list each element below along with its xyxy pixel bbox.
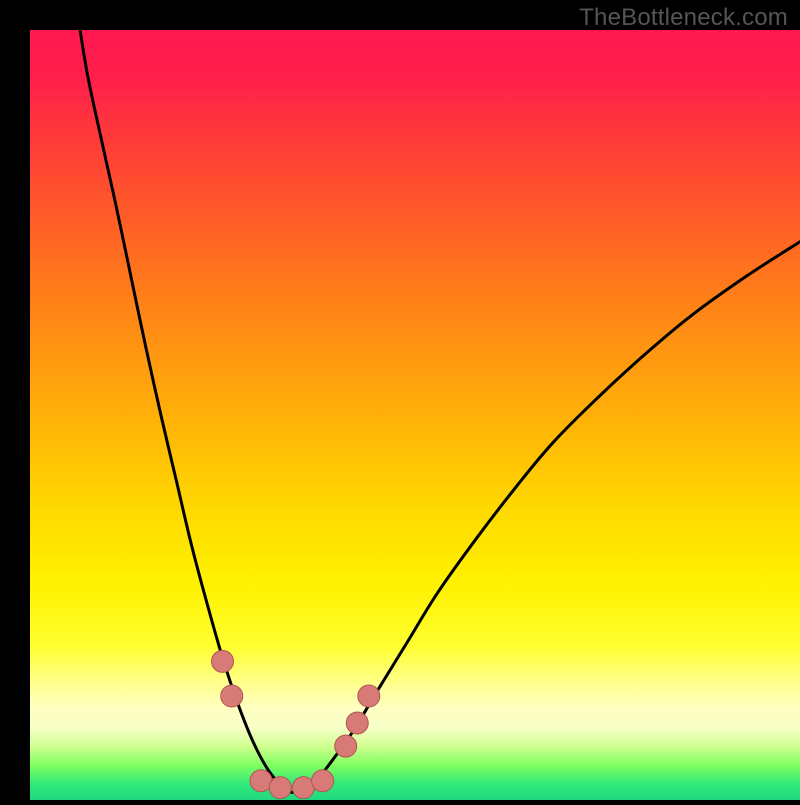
watermark-text: TheBottleneck.com: [579, 4, 788, 32]
bottleneck-chart: [0, 0, 800, 800]
data-marker: [312, 770, 334, 792]
data-marker: [250, 770, 272, 792]
data-marker: [221, 685, 243, 707]
data-marker: [269, 777, 291, 799]
data-marker: [212, 650, 234, 672]
data-marker: [335, 735, 357, 757]
chart-container: TheBottleneck.com: [0, 0, 800, 800]
data-marker: [346, 712, 368, 734]
data-marker: [358, 685, 380, 707]
data-marker: [292, 777, 314, 799]
plot-background: [30, 30, 800, 800]
